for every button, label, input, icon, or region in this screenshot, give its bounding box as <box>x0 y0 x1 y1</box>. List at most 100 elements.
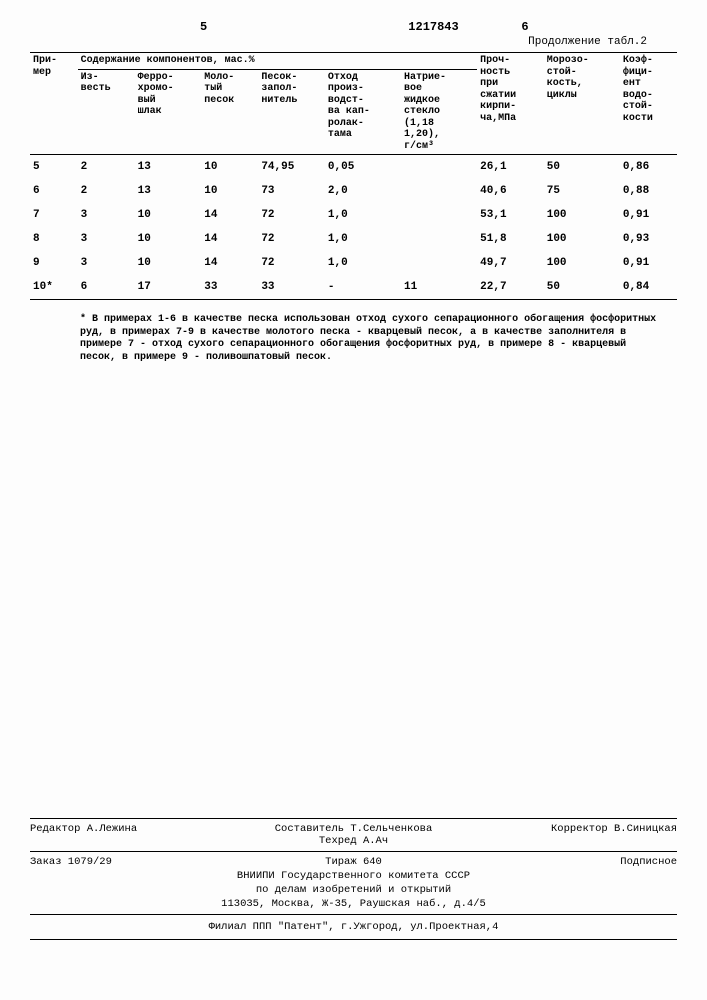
cell: 73 <box>258 179 325 203</box>
col-prochnost: Проч-ностьприсжатиикирпи-ча,МПа <box>477 53 544 155</box>
cell: 50 <box>544 155 620 180</box>
cell: 74,95 <box>258 155 325 180</box>
cell: 0,91 <box>620 203 677 227</box>
col-izvest: Из-весть <box>78 69 135 155</box>
addr: 113035, Москва, Ж-35, Раушская наб., д.4… <box>30 898 677 910</box>
cell: 2,0 <box>325 179 401 203</box>
cell: - <box>325 275 401 300</box>
top-numbers: 5 1217843 6 <box>30 20 677 34</box>
cell: 9 <box>30 251 78 275</box>
cell: 72 <box>258 227 325 251</box>
cell: 0,93 <box>620 227 677 251</box>
colophon-line1: Редактор А.Лежина Составитель Т.Сельченк… <box>30 818 677 852</box>
col-pesok: Песок-запол-нитель <box>258 69 325 155</box>
cell: 53,1 <box>477 203 544 227</box>
cell: 2 <box>78 179 135 203</box>
cell: 50 <box>544 275 620 300</box>
table-row: 8 3 10 14 72 1,0 51,8 100 0,93 <box>30 227 677 251</box>
col-molotyj: Моло-тыйпесок <box>201 69 258 155</box>
cell: 10 <box>135 203 202 227</box>
col-moroz: Морозо-стой-кость,циклы <box>544 53 620 155</box>
cell: 22,7 <box>477 275 544 300</box>
cell: 3 <box>78 203 135 227</box>
table-row: 10* 6 17 33 33 - 11 22,7 50 0,84 <box>30 275 677 300</box>
compiler-label: Составитель Т.Сельченкова <box>275 823 433 835</box>
cell: 14 <box>201 203 258 227</box>
cell: 40,6 <box>477 179 544 203</box>
table-row: 6 2 13 10 73 2,0 40,6 75 0,88 <box>30 179 677 203</box>
col-number-right: 6 <box>511 20 677 34</box>
cell: 33 <box>258 275 325 300</box>
cell: 14 <box>201 227 258 251</box>
cell: 3 <box>78 227 135 251</box>
cell <box>401 251 477 275</box>
cell: 0,88 <box>620 179 677 203</box>
cell: 10 <box>135 227 202 251</box>
org2: по делам изобретений и открытий <box>30 884 677 896</box>
order-label: Заказ 1079/29 <box>30 856 246 868</box>
cell: 0,84 <box>620 275 677 300</box>
org1: ВНИИПИ Государственного комитета СССР <box>30 870 677 882</box>
cell: 0,05 <box>325 155 401 180</box>
table-body: 5 2 13 10 74,95 0,05 26,1 50 0,86 6 2 13… <box>30 155 677 300</box>
cell: 33 <box>201 275 258 300</box>
cell: 10 <box>135 251 202 275</box>
cell: 2 <box>78 155 135 180</box>
editor-label: Редактор А.Лежина <box>30 823 220 847</box>
table-continuation-label: Продолжение табл.2 <box>30 36 677 48</box>
col-group: Содержание компонентов, мас.% <box>78 53 478 70</box>
cell: 5 <box>30 155 78 180</box>
cell: 17 <box>135 275 202 300</box>
cell: 75 <box>544 179 620 203</box>
cell: 1,0 <box>325 203 401 227</box>
tirazh-label: Тираж 640 <box>246 856 462 868</box>
col-number-left: 5 <box>30 20 356 34</box>
cell: 49,7 <box>477 251 544 275</box>
cell: 1,0 <box>325 227 401 251</box>
cell <box>401 227 477 251</box>
cell: 72 <box>258 203 325 227</box>
col-othod: Отходпроиз-водст-ва кап-ролак-тама <box>325 69 401 155</box>
cell: 6 <box>78 275 135 300</box>
cell: 7 <box>30 203 78 227</box>
table-row: 5 2 13 10 74,95 0,05 26,1 50 0,86 <box>30 155 677 180</box>
cell: 13 <box>135 155 202 180</box>
col-koef: Коэф-фици-ентводо-стой-кости <box>620 53 677 155</box>
table-row: 9 3 10 14 72 1,0 49,7 100 0,91 <box>30 251 677 275</box>
cell: 3 <box>78 251 135 275</box>
cell: 1,0 <box>325 251 401 275</box>
cell: 0,91 <box>620 251 677 275</box>
colophon-line3: Филиал ППП "Патент", г.Ужгород, ул.Проек… <box>30 915 677 940</box>
table-footnote: * В примерах 1-6 в качестве песка исполь… <box>80 314 667 364</box>
corrector-label: Корректор В.Синицкая <box>487 823 677 847</box>
colophon: Редактор А.Лежина Составитель Т.Сельченк… <box>30 818 677 940</box>
cell: 100 <box>544 203 620 227</box>
cell: 11 <box>401 275 477 300</box>
patent-number: 1217843 <box>356 20 512 34</box>
cell: 72 <box>258 251 325 275</box>
cell: 6 <box>30 179 78 203</box>
tehred-label: Техред А.Ач <box>319 835 388 847</box>
cell: 10 <box>201 179 258 203</box>
cell <box>401 203 477 227</box>
cell: 14 <box>201 251 258 275</box>
cell: 100 <box>544 227 620 251</box>
subscribe-label: Подписное <box>461 856 677 868</box>
col-primer: При-мер <box>30 53 78 155</box>
compiler-tehred: Составитель Т.Сельченкова Техред А.Ач <box>220 823 486 847</box>
cell <box>401 155 477 180</box>
col-natr: Натрие-воежидкоестекло(1,181,20),г/см³ <box>401 69 477 155</box>
cell: 13 <box>135 179 202 203</box>
cell: 10 <box>201 155 258 180</box>
table-row: 7 3 10 14 72 1,0 53,1 100 0,91 <box>30 203 677 227</box>
patent-page: 5 1217843 6 Продолжение табл.2 При-мер С… <box>0 0 707 1000</box>
cell: 51,8 <box>477 227 544 251</box>
cell: 0,86 <box>620 155 677 180</box>
cell: 10* <box>30 275 78 300</box>
col-ferro: Ферро-хромо-выйшлак <box>135 69 202 155</box>
colophon-line2: Заказ 1079/29 Тираж 640 Подписное ВНИИПИ… <box>30 852 677 915</box>
composition-table: При-мер Содержание компонентов, мас.% Пр… <box>30 52 677 300</box>
cell: 100 <box>544 251 620 275</box>
cell: 26,1 <box>477 155 544 180</box>
cell <box>401 179 477 203</box>
